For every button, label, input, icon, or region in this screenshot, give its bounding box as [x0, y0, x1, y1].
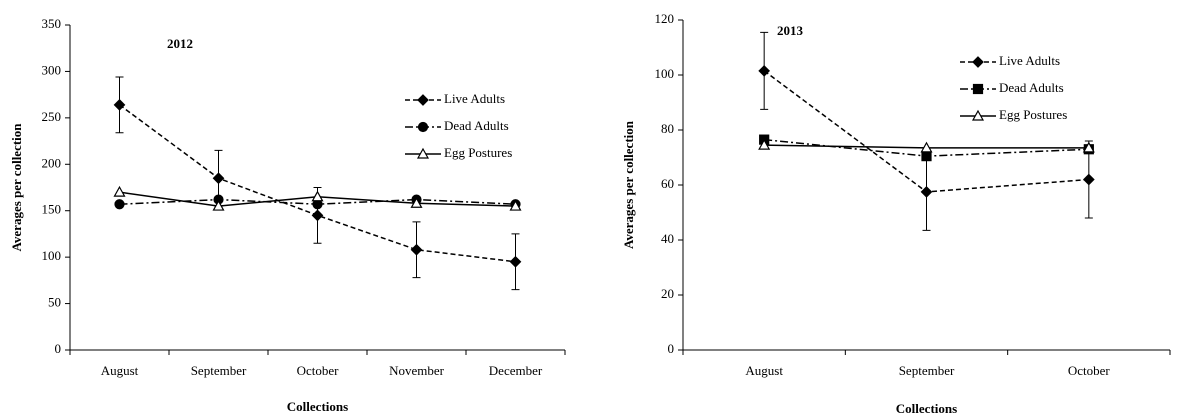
data-point: [921, 151, 932, 162]
x-tick-label: November: [389, 363, 445, 378]
data-point: [410, 197, 423, 208]
legend-label: Live Adults: [999, 53, 1060, 68]
y-axis-label: Averages per collection: [621, 120, 636, 249]
x-tick-label: September: [899, 363, 955, 378]
y-tick-label: 0: [55, 341, 62, 356]
legend-label: Dead Adults: [999, 80, 1064, 95]
x-tick-label: September: [191, 363, 247, 378]
x-axis-label: Collections: [287, 399, 348, 414]
y-tick-label: 100: [42, 248, 62, 263]
y-tick-label: 0: [668, 341, 675, 356]
y-tick-label: 250: [42, 109, 62, 124]
x-axis-label: Collections: [896, 401, 957, 416]
data-point: [212, 172, 225, 185]
data-point: [509, 255, 522, 268]
data-point: [212, 199, 225, 211]
y-tick-label: 200: [42, 155, 62, 170]
y-tick-label: 300: [42, 62, 62, 77]
data-point: [920, 186, 933, 198]
legend-marker: [971, 109, 985, 121]
data-point: [509, 199, 522, 211]
data-point: [920, 141, 933, 153]
legend-marker: [417, 121, 429, 133]
legend-marker: [972, 83, 984, 95]
legend-marker: [416, 147, 430, 159]
data-point: [311, 209, 324, 222]
data-point: [113, 99, 126, 111]
data-point: [758, 65, 771, 77]
data-point: [1082, 173, 1095, 186]
x-tick-label: October: [1068, 363, 1111, 378]
y-tick-label: 80: [661, 121, 674, 136]
data-point: [410, 243, 423, 256]
legend-label: Dead Adults: [444, 118, 509, 133]
y-axis-label: Averages per collection: [9, 123, 24, 252]
chart-title: 2013: [777, 23, 804, 38]
x-tick-label: August: [745, 363, 783, 378]
legend-label: Egg Postures: [444, 145, 512, 160]
legend-label: Live Adults: [444, 91, 505, 106]
x-tick-label: October: [297, 363, 340, 378]
y-tick-label: 20: [661, 286, 674, 301]
chart-title: 2012: [167, 36, 193, 51]
legend-marker: [417, 94, 429, 106]
data-point: [114, 199, 125, 210]
y-tick-label: 40: [661, 231, 674, 246]
y-tick-label: 350: [42, 16, 62, 31]
data-point: [1082, 141, 1095, 153]
legend-label: Egg Postures: [999, 107, 1067, 122]
y-tick-label: 120: [655, 11, 675, 26]
x-tick-label: August: [101, 363, 139, 378]
y-tick-label: 50: [48, 295, 61, 310]
data-point: [311, 190, 324, 202]
y-tick-label: 60: [661, 176, 674, 191]
x-tick-label: December: [489, 363, 543, 378]
data-point: [113, 185, 126, 197]
data-point: [758, 138, 771, 150]
legend-marker: [972, 56, 984, 68]
y-tick-label: 150: [42, 202, 62, 217]
y-tick-label: 100: [655, 66, 675, 81]
